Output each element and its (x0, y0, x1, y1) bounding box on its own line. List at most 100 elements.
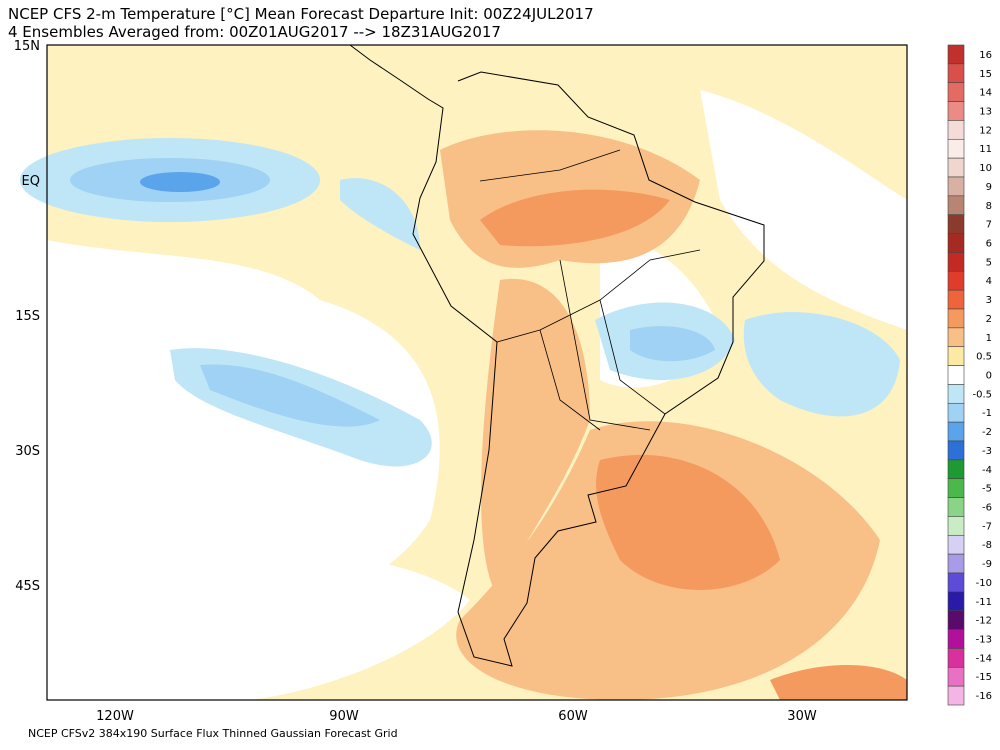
lon-label: 30W (787, 709, 817, 724)
color-swatch (947, 327, 965, 348)
color-swatch (947, 610, 965, 630)
lat-label: 15N (14, 39, 40, 54)
lon-label: 60W (558, 709, 588, 724)
colorbar-label: -9 (982, 559, 992, 570)
colorbar-label: -3 (982, 446, 992, 457)
color-swatch (947, 534, 965, 555)
colorbar-label: -10 (976, 578, 992, 589)
borders (479, 149, 701, 431)
color-swatch (947, 685, 965, 706)
colorbar-label: 12 (979, 125, 992, 136)
colorbar-label: 7 (986, 220, 992, 231)
colorbar-label: 13 (979, 107, 992, 118)
color-swatch (947, 138, 965, 159)
colorbar-label: -4 (982, 465, 992, 476)
colorbar-label: -16 (976, 691, 992, 702)
colorbar-label: -7 (982, 521, 992, 532)
colorbar-label: 0 (986, 371, 992, 382)
warm-anomaly (596, 454, 780, 590)
warm-anomaly (481, 278, 590, 600)
cool-anomaly (200, 364, 380, 427)
colorbar-label: 1 (986, 333, 992, 344)
colorbar-label: 8 (986, 201, 992, 212)
colorbar-label: -2 (982, 427, 992, 438)
map-field (20, 44, 908, 701)
color-swatch (947, 176, 965, 197)
colorbar-label: 5 (986, 257, 992, 268)
colorbar-label: -14 (976, 653, 992, 664)
colorbar-label: 14 (979, 88, 992, 99)
colorbar-label: 15 (979, 69, 992, 80)
color-swatch (947, 421, 965, 442)
color-swatch (947, 270, 965, 291)
neutral-area (700, 90, 907, 330)
colorbar-label: -15 (976, 672, 992, 683)
color-swatch (947, 233, 965, 253)
colorbar-label: 9 (986, 182, 992, 193)
subtitle: 4 Ensembles Averaged from: 00Z01AUG2017 … (8, 23, 501, 41)
color-swatch (947, 572, 965, 593)
cool-anomaly (743, 312, 900, 417)
color-swatch (947, 629, 965, 649)
color-swatch (947, 346, 965, 366)
lat-label: EQ (22, 174, 40, 189)
colorbar-label: -13 (976, 635, 992, 646)
warm-anomaly (480, 189, 670, 247)
colorbar-label: -12 (976, 616, 992, 627)
neutral-area (47, 552, 470, 700)
colorbar-label: -0.5 (972, 389, 992, 400)
color-swatch (947, 402, 965, 423)
colorbar-label: 16 (979, 50, 992, 61)
lat-label: 30S (15, 444, 40, 459)
title: NCEP CFS 2-m Temperature [°C] Mean Forec… (8, 5, 594, 23)
colorbar-label: -5 (982, 484, 992, 495)
footer: NCEP CFSv2 384x190 Surface Flux Thinned … (28, 727, 398, 740)
colorbar-label: 11 (979, 144, 992, 155)
color-swatch (947, 648, 965, 668)
color-swatch (947, 553, 965, 574)
color-swatch (947, 252, 965, 272)
colorbar-label: 4 (986, 276, 992, 287)
colorbar-label: 6 (986, 239, 992, 250)
lat-label: 45S (15, 579, 40, 594)
color-swatch (947, 440, 965, 461)
lon-label: 120W (96, 709, 134, 724)
cool-anomaly (140, 172, 220, 192)
color-swatch (947, 384, 965, 404)
colorbar-label: -1 (982, 408, 992, 419)
lat-label: 15S (15, 309, 40, 324)
color-swatch (947, 478, 965, 498)
cool-anomaly (340, 178, 420, 250)
colorbar-label: -11 (976, 597, 992, 608)
coastline (349, 44, 765, 667)
color-swatch (947, 497, 965, 517)
color-swatch (947, 365, 965, 385)
map-frame (46, 44, 908, 701)
color-swatch (947, 289, 965, 310)
color-swatch (947, 82, 965, 102)
colorbar-label: -8 (982, 540, 992, 551)
lon-label: 90W (329, 709, 359, 724)
warm-anomaly (770, 665, 907, 700)
colorbar-label: 0.5 (976, 352, 992, 363)
colorbar-label: 10 (979, 163, 992, 174)
color-swatch (947, 214, 965, 234)
color-swatch (947, 195, 965, 216)
color-swatch (947, 308, 965, 329)
cool-anomaly (630, 326, 715, 362)
colorbar-label: 3 (986, 295, 992, 306)
colorbar-label: 2 (986, 314, 992, 325)
color-swatch (947, 516, 965, 536)
colorbar-label: -6 (982, 503, 992, 514)
neutral-area (47, 240, 440, 660)
colorbar: 16 15 14 13 12 11 10 9 8 7 6 5 4 3 2 1 0.5 0 -0.5 -1 -2 -3 -4 -… (947, 44, 992, 706)
color-swatch (947, 120, 965, 140)
color-swatch (947, 157, 965, 178)
color-swatch (947, 459, 965, 480)
color-swatch (947, 63, 965, 84)
color-swatch (947, 101, 965, 121)
color-swatch (947, 591, 965, 612)
color-swatch (947, 44, 965, 65)
